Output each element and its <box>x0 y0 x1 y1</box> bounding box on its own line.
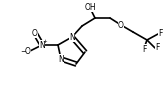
Text: F: F <box>142 45 146 54</box>
Text: F: F <box>155 44 160 53</box>
Text: N: N <box>69 32 75 41</box>
Text: O: O <box>25 47 31 56</box>
Text: O: O <box>32 29 38 38</box>
Text: N: N <box>39 40 45 49</box>
Text: −: − <box>21 49 26 55</box>
Text: O: O <box>118 21 124 30</box>
Text: N: N <box>58 54 64 63</box>
Text: F: F <box>158 30 163 38</box>
Text: +: + <box>43 39 47 44</box>
Text: OH: OH <box>84 2 96 12</box>
